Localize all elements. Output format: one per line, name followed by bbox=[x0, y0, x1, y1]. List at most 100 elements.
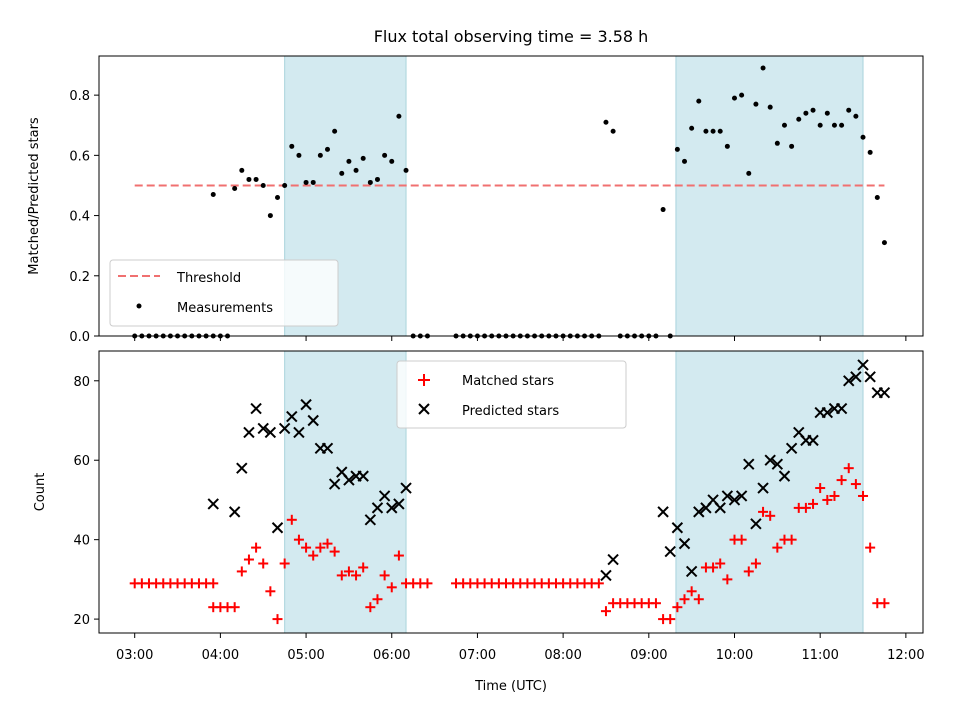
matched-star-point bbox=[715, 558, 726, 569]
measurement-point bbox=[389, 158, 395, 164]
matched-star-point bbox=[258, 558, 269, 569]
measurement-point bbox=[353, 167, 359, 173]
predicted-star-point bbox=[671, 522, 684, 534]
predicted-star-point bbox=[778, 470, 791, 482]
measurement-point bbox=[817, 122, 823, 128]
measurement-point bbox=[660, 207, 666, 213]
measurement-point bbox=[839, 122, 845, 128]
predicted-star-point bbox=[664, 545, 676, 558]
predicted-star-point bbox=[657, 506, 669, 518]
predicted-star-point bbox=[735, 490, 748, 502]
shaded-region bbox=[675, 350, 864, 634]
matched-star-point bbox=[229, 602, 240, 613]
measurement-point bbox=[382, 152, 388, 158]
x-tick-label: 08:00 bbox=[544, 648, 581, 663]
predicted-star-point bbox=[278, 422, 291, 435]
measurement-point bbox=[275, 195, 281, 201]
matched-star-point bbox=[251, 542, 262, 553]
measurement-point bbox=[317, 152, 323, 158]
x-tick-label: 03:00 bbox=[116, 648, 153, 663]
matched-star-point bbox=[772, 542, 783, 553]
matched-star-point bbox=[365, 602, 376, 613]
predicted-star-point bbox=[721, 490, 734, 502]
matched-star-point bbox=[686, 586, 697, 597]
measurement-point bbox=[860, 134, 866, 140]
measurement-point bbox=[339, 170, 345, 176]
predicted-star-point bbox=[378, 490, 391, 502]
matched-star-point bbox=[379, 570, 390, 581]
top-y-axis: 0.0 0.2 0.4 0.6 0.8 bbox=[69, 89, 99, 345]
y-tick-label: 20 bbox=[73, 613, 90, 628]
matched-star-point bbox=[679, 594, 690, 605]
measurement-point bbox=[674, 146, 680, 152]
measurement-point bbox=[396, 113, 402, 119]
matched-star-point bbox=[815, 483, 826, 494]
matched-star-point bbox=[858, 490, 869, 501]
measurement-point bbox=[853, 113, 859, 119]
measurement-point bbox=[724, 143, 730, 149]
matched-star-point bbox=[343, 566, 354, 577]
predicted-star-point bbox=[207, 498, 219, 510]
predicted-star-point bbox=[300, 398, 312, 411]
measurement-point bbox=[874, 195, 880, 201]
legend-measurements-swatch bbox=[136, 303, 142, 309]
predicted-star-point bbox=[771, 458, 784, 470]
x-tick-label: 11:00 bbox=[801, 648, 838, 663]
legend-measurements-label: Measurements bbox=[177, 301, 273, 316]
measurement-point bbox=[267, 213, 273, 219]
measurement-point bbox=[831, 122, 837, 128]
measurement-point bbox=[346, 158, 352, 164]
matched-star-point bbox=[736, 534, 747, 545]
y-tick-label: 60 bbox=[73, 454, 90, 469]
matched-star-point bbox=[265, 586, 276, 597]
matched-star-point bbox=[665, 614, 676, 625]
measurement-point bbox=[803, 110, 809, 116]
top-legend: Threshold Measurements bbox=[109, 259, 339, 327]
matched-star-point bbox=[315, 542, 326, 553]
matched-star-point bbox=[329, 546, 340, 557]
matched-star-point bbox=[279, 558, 290, 569]
measurement-point bbox=[246, 176, 252, 182]
measurement-point bbox=[881, 240, 887, 246]
measurement-point bbox=[689, 125, 695, 131]
predicted-star-point bbox=[236, 462, 248, 474]
measurement-point bbox=[232, 185, 238, 191]
y-tick-label: 0.2 bbox=[69, 270, 90, 285]
predicted-star-point bbox=[785, 442, 798, 455]
bottom-axes-frame bbox=[98, 350, 924, 634]
predicted-star-point bbox=[878, 386, 891, 399]
matched-star-point bbox=[243, 554, 254, 565]
measurement-point bbox=[610, 128, 616, 134]
matched-star-point bbox=[293, 534, 304, 545]
measurement-point bbox=[789, 143, 795, 149]
top-panel: 0.00.20.40.60.8 Matched/Predicted stars … bbox=[27, 55, 924, 345]
matched-star-point bbox=[393, 550, 404, 561]
matched-star-point bbox=[693, 594, 704, 605]
matched-star-point bbox=[386, 582, 397, 593]
top-axes-frame bbox=[98, 55, 924, 337]
matched-star-point bbox=[836, 475, 847, 486]
predicted-star-point bbox=[393, 498, 405, 510]
measurement-point bbox=[367, 179, 373, 185]
bottom-y-axis: 20 40 60 80 bbox=[73, 375, 99, 628]
legend-matched-label: Matched stars bbox=[462, 374, 554, 389]
shaded-region bbox=[675, 55, 864, 337]
predicted-star-point bbox=[728, 494, 741, 506]
predicted-star-point bbox=[743, 458, 755, 470]
predicted-star-point bbox=[693, 506, 705, 518]
measurement-point bbox=[774, 140, 780, 146]
y-tick-label: 0.8 bbox=[69, 89, 90, 104]
measurement-point bbox=[753, 101, 759, 107]
bottom-legend: Matched stars Predicted stars bbox=[396, 360, 627, 429]
predicted-star-point bbox=[600, 569, 612, 582]
top-y-axis-label: Matched/Predicted stars bbox=[27, 117, 42, 275]
predicted-star-point bbox=[307, 414, 319, 427]
matched-star-point bbox=[272, 614, 283, 625]
bottom-data-marks bbox=[129, 359, 891, 625]
matched-star-point bbox=[879, 598, 890, 609]
measurement-point bbox=[703, 128, 709, 134]
predicted-star-point bbox=[864, 371, 876, 383]
predicted-star-point bbox=[328, 478, 341, 490]
